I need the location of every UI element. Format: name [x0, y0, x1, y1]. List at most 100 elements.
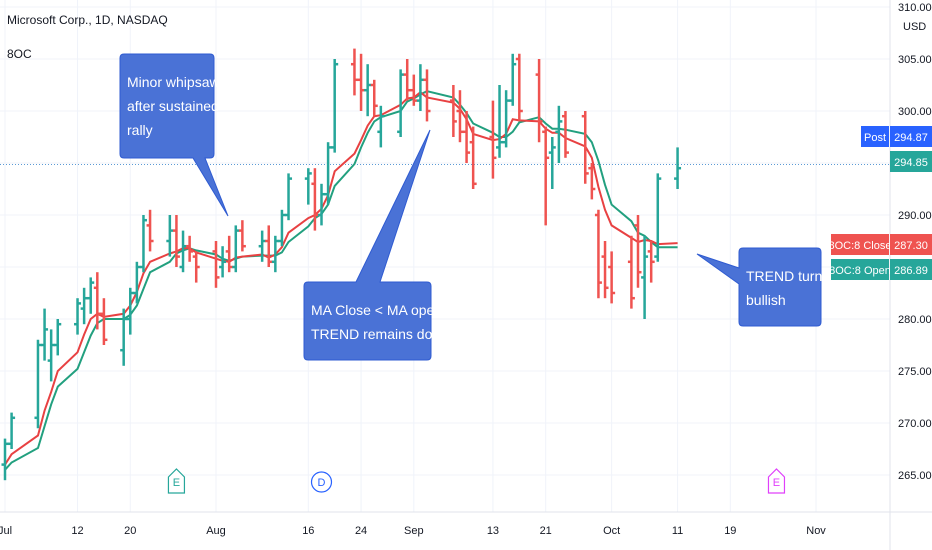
price-tag[interactable]: 8OC:8 Close 287.30	[829, 234, 932, 255]
event-letter: D	[318, 477, 326, 489]
earnings-marker[interactable]: E	[167, 468, 186, 494]
ohlc-bar	[54, 319, 62, 356]
ma-open-line	[4, 90, 678, 471]
ohlc-bar	[172, 215, 180, 267]
ohlc-bar	[34, 339, 42, 429]
time-tick-label: 20	[124, 525, 136, 537]
ohlc-bar	[397, 69, 405, 137]
ohlc-bar	[285, 173, 293, 221]
ohlc-bar	[74, 298, 82, 335]
ohlc-bar	[674, 147, 682, 189]
ohlc-bar	[80, 287, 88, 325]
ohlc-bar	[403, 59, 411, 101]
price-tag[interactable]: Post 294.87	[861, 126, 932, 147]
price-tag[interactable]: 294.85	[890, 151, 932, 172]
time-axis[interactable]: Jul 12 20 Aug 16 24 Sep 13 21 Oct 11 19 Nov	[0, 525, 826, 537]
callout-box	[696, 247, 822, 327]
ohlc-bar	[377, 105, 385, 148]
time-tick-label: 24	[355, 525, 367, 537]
ohlc-bar	[416, 64, 424, 111]
price-tag-value-bg	[890, 126, 932, 147]
ohlc-bar	[463, 111, 471, 163]
ohlc-bars	[1, 48, 682, 481]
ohlc-bar	[370, 79, 378, 117]
ohlc-bar	[509, 53, 517, 106]
ohlc-bar	[1, 438, 9, 481]
price-tag-value-bg	[890, 234, 932, 255]
earnings-icon	[167, 468, 186, 494]
ohlc-bar	[456, 90, 464, 143]
svg-text:bullish: bullish	[746, 292, 786, 308]
event-letter: E	[173, 477, 180, 489]
price-tag-value: 294.87	[894, 132, 928, 144]
price-tick-label: 300.00	[898, 106, 932, 118]
ma-close-line	[4, 91, 678, 466]
ohlc-bar	[192, 251, 200, 283]
ohlc-bar	[225, 235, 233, 273]
svg-text:after sustained: after sustained	[127, 98, 219, 114]
ohlc-bar	[186, 235, 194, 262]
ohlc-bar	[608, 251, 616, 304]
ohlc-bar	[548, 137, 556, 189]
ohlc-bar	[318, 183, 325, 226]
earnings-marker[interactable]: E	[767, 468, 786, 494]
time-tick-label: 13	[487, 525, 499, 537]
ohlc-bar	[350, 48, 358, 96]
price-tag-label-bg	[831, 234, 889, 255]
callout-line: MA Close < MA open	[311, 302, 442, 318]
annotation-trend-bullish[interactable]: TREND turns bullish	[696, 247, 829, 327]
ohlc-bar	[120, 308, 128, 366]
callout-line: TREND remains down	[311, 326, 450, 342]
time-tick-label: 11	[672, 525, 683, 537]
price-tag-value-bg	[890, 259, 932, 280]
ohlc-bar	[87, 277, 95, 314]
ohlc-bar	[219, 246, 227, 278]
ohlc-bar	[146, 209, 154, 252]
indicator-label[interactable]: 8OC	[7, 47, 32, 61]
ohlc-bar	[331, 59, 339, 153]
ohlc-bar	[126, 287, 134, 335]
ohlc-bar	[364, 64, 372, 117]
price-tick-label: 265.00	[898, 470, 932, 482]
ohlc-bar	[601, 241, 609, 299]
time-tick-label: Jul	[0, 525, 12, 537]
time-tick-label: 12	[71, 525, 83, 537]
ohlc-bar	[561, 111, 569, 158]
ohlc-bar	[212, 241, 220, 288]
ohlc-bar	[542, 126, 550, 226]
time-tick-label: Aug	[206, 525, 226, 537]
price-tick-label: 275.00	[898, 366, 932, 378]
annotation-trend-down[interactable]: MA Close < MA open TREND remains down	[303, 129, 450, 361]
ohlc-bar	[41, 308, 49, 361]
ohlc-bar	[357, 53, 365, 111]
svg-text:rally: rally	[127, 122, 153, 138]
ohlc-bar	[423, 69, 431, 122]
time-tick-label: 21	[540, 525, 552, 537]
dividend-icon	[310, 471, 333, 493]
ohlc-bar	[179, 230, 187, 273]
time-tick-label: 16	[302, 525, 314, 537]
ohlc-bar	[139, 215, 147, 273]
ohlc-bar	[93, 272, 101, 330]
price-tag[interactable]: 8OC:8 Open 286.89	[829, 259, 932, 280]
moving-averages	[4, 90, 678, 471]
callout-line: TREND turns	[746, 268, 829, 284]
price-tick-label: 280.00	[898, 314, 932, 326]
price-tick-label: 270.00	[898, 418, 932, 430]
ohlc-bar	[469, 126, 477, 189]
ohlc-bar	[502, 90, 510, 148]
ohlc-bar	[8, 412, 16, 449]
symbol-title[interactable]: Microsoft Corp., 1D, NASDAQ	[7, 13, 168, 27]
price-tick-label: 290.00	[898, 210, 932, 222]
annotation-whipsaw[interactable]: Minor whipsaw after sustained rally	[119, 53, 229, 217]
ohlc-bar	[410, 74, 418, 106]
svg-text:MA Close < MA open: MA Close < MA open	[311, 302, 442, 318]
time-tick-label: Oct	[603, 525, 620, 537]
currency-label[interactable]: USD	[903, 21, 927, 33]
ohlc-bar	[654, 173, 662, 262]
callout-line: Minor whipsaw	[127, 74, 220, 90]
price-tag-label-bg	[831, 259, 889, 280]
dividend-marker[interactable]: D	[310, 471, 333, 493]
